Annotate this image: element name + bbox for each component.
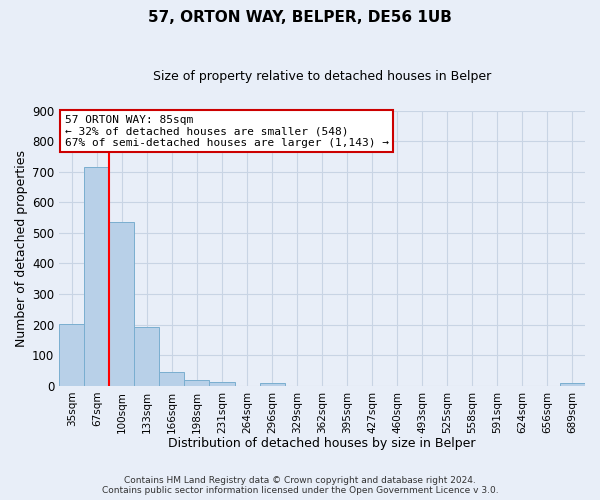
Bar [209, 382, 235, 386]
Title: Size of property relative to detached houses in Belper: Size of property relative to detached ho… [153, 70, 491, 83]
Y-axis label: Number of detached properties: Number of detached properties [15, 150, 28, 346]
Bar [59, 324, 85, 386]
Text: 57 ORTON WAY: 85sqm
← 32% of detached houses are smaller (548)
67% of semi-detac: 57 ORTON WAY: 85sqm ← 32% of detached ho… [65, 114, 389, 148]
Bar [260, 383, 284, 386]
Bar [85, 168, 109, 386]
Bar [134, 327, 160, 386]
Text: 57, ORTON WAY, BELPER, DE56 1UB: 57, ORTON WAY, BELPER, DE56 1UB [148, 10, 452, 25]
Bar [560, 384, 585, 386]
X-axis label: Distribution of detached houses by size in Belper: Distribution of detached houses by size … [169, 437, 476, 450]
Bar [184, 380, 209, 386]
Bar [109, 222, 134, 386]
Bar [160, 372, 184, 386]
Text: Contains HM Land Registry data © Crown copyright and database right 2024.
Contai: Contains HM Land Registry data © Crown c… [101, 476, 499, 495]
